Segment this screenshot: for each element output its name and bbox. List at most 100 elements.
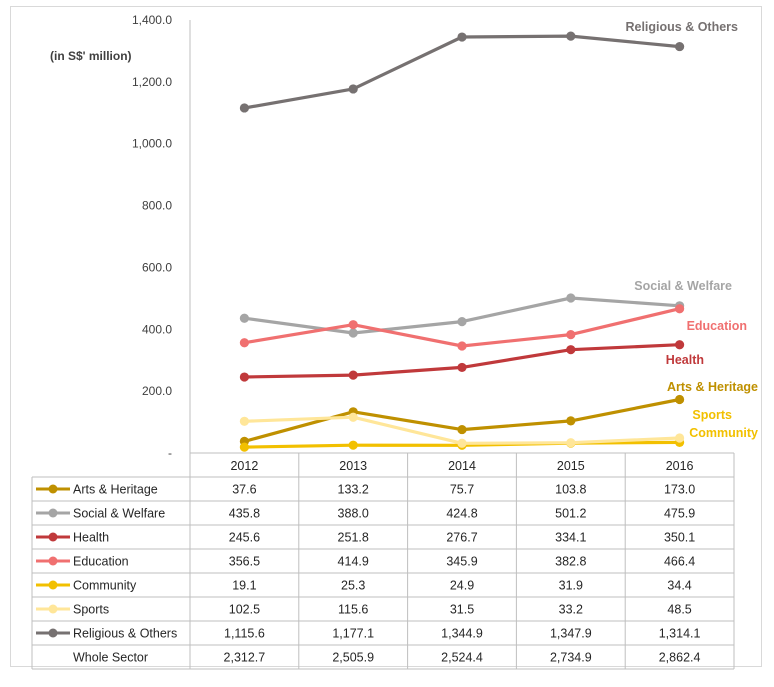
table-row: Social & Welfare 435.8 388.0 424.8 501.2 475.… bbox=[36, 507, 695, 521]
table-cell: 48.5 bbox=[667, 603, 691, 617]
line-label-health: Health bbox=[666, 353, 704, 367]
x-category-label: 2014 bbox=[448, 459, 476, 473]
table-cell: 2,505.9 bbox=[332, 651, 374, 665]
x-category-label: 2012 bbox=[230, 459, 258, 473]
y-tick-label: 400.0 bbox=[142, 322, 172, 336]
chart-frame bbox=[10, 6, 762, 667]
data-point-sports bbox=[348, 412, 358, 422]
line-label-education: Education bbox=[687, 319, 747, 333]
data-point-health bbox=[675, 340, 685, 350]
table-cell: 19.1 bbox=[232, 579, 256, 593]
data-point-health bbox=[457, 362, 467, 373]
table-cell: 31.5 bbox=[450, 603, 474, 617]
table-cell: 34.4 bbox=[667, 579, 691, 593]
data-point-community bbox=[348, 440, 358, 450]
unit-label: (in S$' million) bbox=[50, 49, 132, 63]
data-point-health bbox=[566, 345, 576, 355]
data-point-arts-and-heritage bbox=[457, 424, 467, 435]
table-cell: 25.3 bbox=[341, 579, 365, 593]
data-point-health bbox=[348, 370, 358, 380]
data-point-religious-and-others bbox=[348, 84, 358, 94]
line-label-arts-and-heritage: Arts & Heritage bbox=[667, 380, 758, 394]
data-point-social-and-welfare bbox=[566, 293, 576, 303]
table-cell: 37.6 bbox=[232, 483, 256, 497]
table-cell: 103.8 bbox=[555, 483, 586, 497]
legend-label: Sports bbox=[73, 603, 109, 617]
data-point-social-and-welfare bbox=[457, 317, 467, 327]
series-religious-and-others bbox=[239, 31, 685, 113]
data-point-religious-and-others bbox=[239, 103, 249, 113]
data-point-education bbox=[457, 341, 467, 351]
table-cell: 173.0 bbox=[664, 483, 695, 497]
table-cell: 1,344.9 bbox=[441, 627, 483, 641]
table-cell: 350.1 bbox=[664, 531, 695, 545]
table-cell: 388.0 bbox=[338, 507, 369, 521]
y-tick-label: 1,000.0 bbox=[132, 137, 172, 151]
legend-label: Social & Welfare bbox=[73, 507, 165, 521]
series-sports bbox=[239, 412, 685, 448]
x-category-label: 2013 bbox=[339, 459, 367, 473]
x-category-label: 2015 bbox=[557, 459, 585, 473]
data-point-sports bbox=[675, 433, 685, 443]
table-row-total: Whole Sector 2,312.7 2,505.9 2,524.4 2,734.9… bbox=[73, 651, 700, 665]
total-row-label: Whole Sector bbox=[73, 651, 148, 665]
data-point-community bbox=[239, 442, 249, 452]
data-point-education bbox=[348, 320, 358, 330]
data-point-arts-and-heritage bbox=[566, 416, 576, 426]
table-cell: 133.2 bbox=[338, 483, 369, 497]
table-cell: 466.4 bbox=[664, 555, 695, 569]
table-cell: 2,312.7 bbox=[224, 651, 266, 665]
table-cell: 251.8 bbox=[338, 531, 369, 545]
data-point-religious-and-others bbox=[457, 32, 467, 42]
data-point-education bbox=[566, 330, 576, 340]
series-line-arts-and-heritage bbox=[243, 397, 680, 443]
data-point-religious-and-others bbox=[566, 31, 576, 41]
line-label-religious-and-others: Religious & Others bbox=[625, 20, 738, 34]
series-health bbox=[239, 340, 685, 382]
table-cell: 1,314.1 bbox=[659, 627, 701, 641]
legend-marker-education bbox=[48, 556, 58, 566]
table-cell: 356.5 bbox=[229, 555, 260, 569]
data-point-education bbox=[239, 338, 249, 348]
table-row: Arts & Heritage 37.6 133.2 75.7 103.8 173.0 bbox=[36, 483, 695, 497]
table-cell: 31.9 bbox=[559, 579, 583, 593]
table-row: Community 19.1 25.3 24.9 31.9 34.4 bbox=[36, 579, 692, 593]
table-cell: 2,524.4 bbox=[441, 651, 483, 665]
legend-marker-health bbox=[48, 532, 58, 542]
y-tick-label: 200.0 bbox=[142, 384, 172, 398]
table-cell: 435.8 bbox=[229, 507, 260, 521]
table-cell: 2,862.4 bbox=[659, 651, 701, 665]
table-cell: 102.5 bbox=[229, 603, 260, 617]
table-cell: 115.6 bbox=[338, 603, 368, 617]
data-point-social-and-welfare bbox=[348, 328, 358, 338]
y-tick-label: 1,400.0 bbox=[132, 13, 172, 27]
table-cell: 33.2 bbox=[559, 603, 583, 617]
table-cell: 345.9 bbox=[446, 555, 477, 569]
data-point-arts-and-heritage bbox=[675, 394, 685, 405]
data-point-education bbox=[675, 304, 685, 314]
series-line-social-and-welfare bbox=[244, 296, 680, 335]
table-cell: 334.1 bbox=[555, 531, 586, 545]
table-cell: 475.9 bbox=[664, 507, 695, 521]
y-tick-label: 1,200.0 bbox=[132, 75, 172, 89]
y-tick-label: 800.0 bbox=[142, 199, 172, 213]
table-cell: 24.9 bbox=[450, 579, 474, 593]
legend-label: Education bbox=[73, 555, 129, 569]
series-social-and-welfare bbox=[239, 293, 685, 338]
table-cell: 75.7 bbox=[450, 483, 474, 497]
table-cell: 382.8 bbox=[555, 555, 586, 569]
legend-marker-religious-and-others bbox=[48, 628, 58, 638]
legend-marker-arts-and-heritage bbox=[48, 484, 58, 494]
table-cell: 424.8 bbox=[446, 507, 477, 521]
line-label-social-and-welfare: Social & Welfare bbox=[634, 279, 732, 293]
table-cell: 414.9 bbox=[338, 555, 369, 569]
legend-marker-social-and-welfare bbox=[48, 508, 58, 518]
table-row: Health 245.6 251.8 276.7 334.1 350.1 bbox=[36, 531, 695, 545]
legend-label: Community bbox=[73, 579, 137, 593]
table-cell: 1,177.1 bbox=[332, 627, 374, 641]
table-row: Education 356.5 414.9 345.9 382.8 466.4 bbox=[36, 555, 695, 569]
table-cell: 245.6 bbox=[229, 531, 260, 545]
y-tick-label: 600.0 bbox=[142, 260, 172, 274]
line-label-sports: Sports bbox=[692, 408, 732, 422]
